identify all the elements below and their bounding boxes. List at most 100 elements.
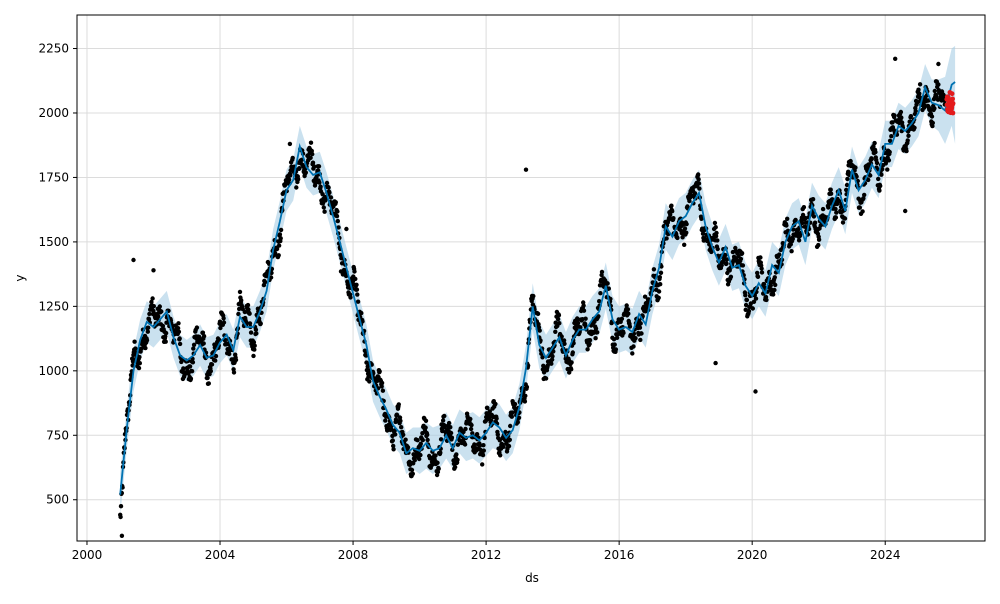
observed-point	[463, 426, 468, 432]
observed-point	[324, 180, 330, 186]
observed-point	[581, 303, 586, 308]
observed-point	[578, 325, 583, 330]
observed-point	[879, 172, 884, 177]
y-tick-label: 750	[46, 428, 69, 442]
observed-point	[412, 458, 417, 463]
observed-point	[890, 120, 895, 125]
observed-point	[657, 275, 662, 280]
observed-point	[247, 311, 252, 316]
observed-point	[887, 138, 893, 143]
observed-point	[595, 330, 600, 335]
observed-point	[753, 296, 759, 301]
observed-point	[585, 347, 590, 352]
observed-point	[326, 185, 331, 190]
observed-point	[288, 173, 293, 178]
observed-point	[899, 120, 905, 125]
observed-point	[253, 327, 259, 332]
observed-point	[227, 351, 232, 357]
observed-point	[905, 138, 910, 143]
observed-point	[556, 313, 562, 318]
y-tick-label: 2000	[38, 106, 69, 120]
observed-point	[438, 450, 443, 455]
observed-point	[245, 302, 251, 308]
observed-point	[151, 268, 156, 273]
observed-point	[272, 251, 278, 256]
observed-point	[418, 452, 423, 458]
observed-point	[297, 166, 302, 171]
observed-point	[696, 177, 701, 182]
observed-point	[213, 358, 218, 363]
observed-point	[713, 225, 718, 230]
observed-point	[917, 91, 922, 96]
observed-point	[187, 364, 193, 369]
observed-point	[714, 230, 719, 236]
observed-point	[418, 441, 423, 446]
observed-point	[119, 533, 125, 538]
observed-point	[886, 158, 892, 163]
observed-point	[438, 437, 444, 442]
future-point	[949, 91, 955, 97]
observed-point	[446, 420, 452, 426]
forecast-line	[119, 81, 956, 495]
observed-point	[889, 134, 894, 139]
observed-point	[398, 418, 403, 423]
observed-point	[908, 114, 914, 119]
observed-point	[535, 311, 541, 316]
observed-point	[485, 405, 490, 411]
observed-point	[312, 164, 317, 169]
observed-point	[642, 294, 648, 299]
observed-point	[512, 401, 518, 407]
observed-point	[147, 311, 152, 317]
observed-point	[477, 443, 482, 448]
observed-point	[785, 216, 790, 221]
y-tick-label: 1000	[38, 364, 69, 378]
observed-point	[545, 363, 550, 368]
observed-point	[885, 167, 890, 172]
observed-point	[784, 223, 789, 228]
observed-point	[510, 410, 515, 415]
observed-point	[150, 296, 155, 301]
observed-point	[713, 360, 718, 366]
x-tick-label: 2020	[737, 548, 768, 562]
observed-point	[309, 148, 314, 154]
observed-point	[208, 368, 213, 374]
observed-point	[536, 325, 542, 330]
observed-point	[181, 366, 186, 371]
observed-point	[768, 283, 773, 288]
observed-point	[531, 293, 536, 299]
observed-point	[692, 191, 698, 196]
future-point	[950, 110, 956, 116]
observed-point	[209, 362, 215, 367]
observed-point	[131, 257, 136, 263]
observed-point	[355, 292, 360, 297]
observed-point	[605, 281, 610, 286]
observed-point	[423, 425, 428, 430]
observed-point	[433, 453, 438, 458]
x-tick-label: 2012	[471, 548, 502, 562]
observed-point	[932, 106, 937, 111]
observed-point	[550, 354, 555, 359]
observed-point	[194, 325, 200, 330]
observed-point	[239, 298, 244, 303]
observed-point	[872, 140, 877, 146]
observed-point	[638, 321, 643, 326]
observed-point	[575, 320, 581, 326]
observed-point	[715, 246, 720, 252]
observed-point	[310, 160, 316, 165]
observed-point	[696, 172, 701, 177]
observed-point	[503, 429, 508, 435]
observed-point	[740, 263, 746, 268]
y-tick-label: 2250	[38, 42, 69, 56]
observed-point	[669, 203, 674, 208]
observed-point	[290, 155, 295, 161]
observed-point	[396, 402, 401, 407]
observed-point	[795, 230, 801, 235]
observed-point	[455, 457, 460, 462]
observed-point	[401, 432, 406, 437]
observed-point	[790, 236, 795, 242]
observed-point	[454, 452, 459, 457]
observed-point	[481, 443, 486, 448]
observed-point	[772, 275, 777, 280]
observed-point	[840, 220, 846, 225]
observed-point	[516, 415, 522, 420]
